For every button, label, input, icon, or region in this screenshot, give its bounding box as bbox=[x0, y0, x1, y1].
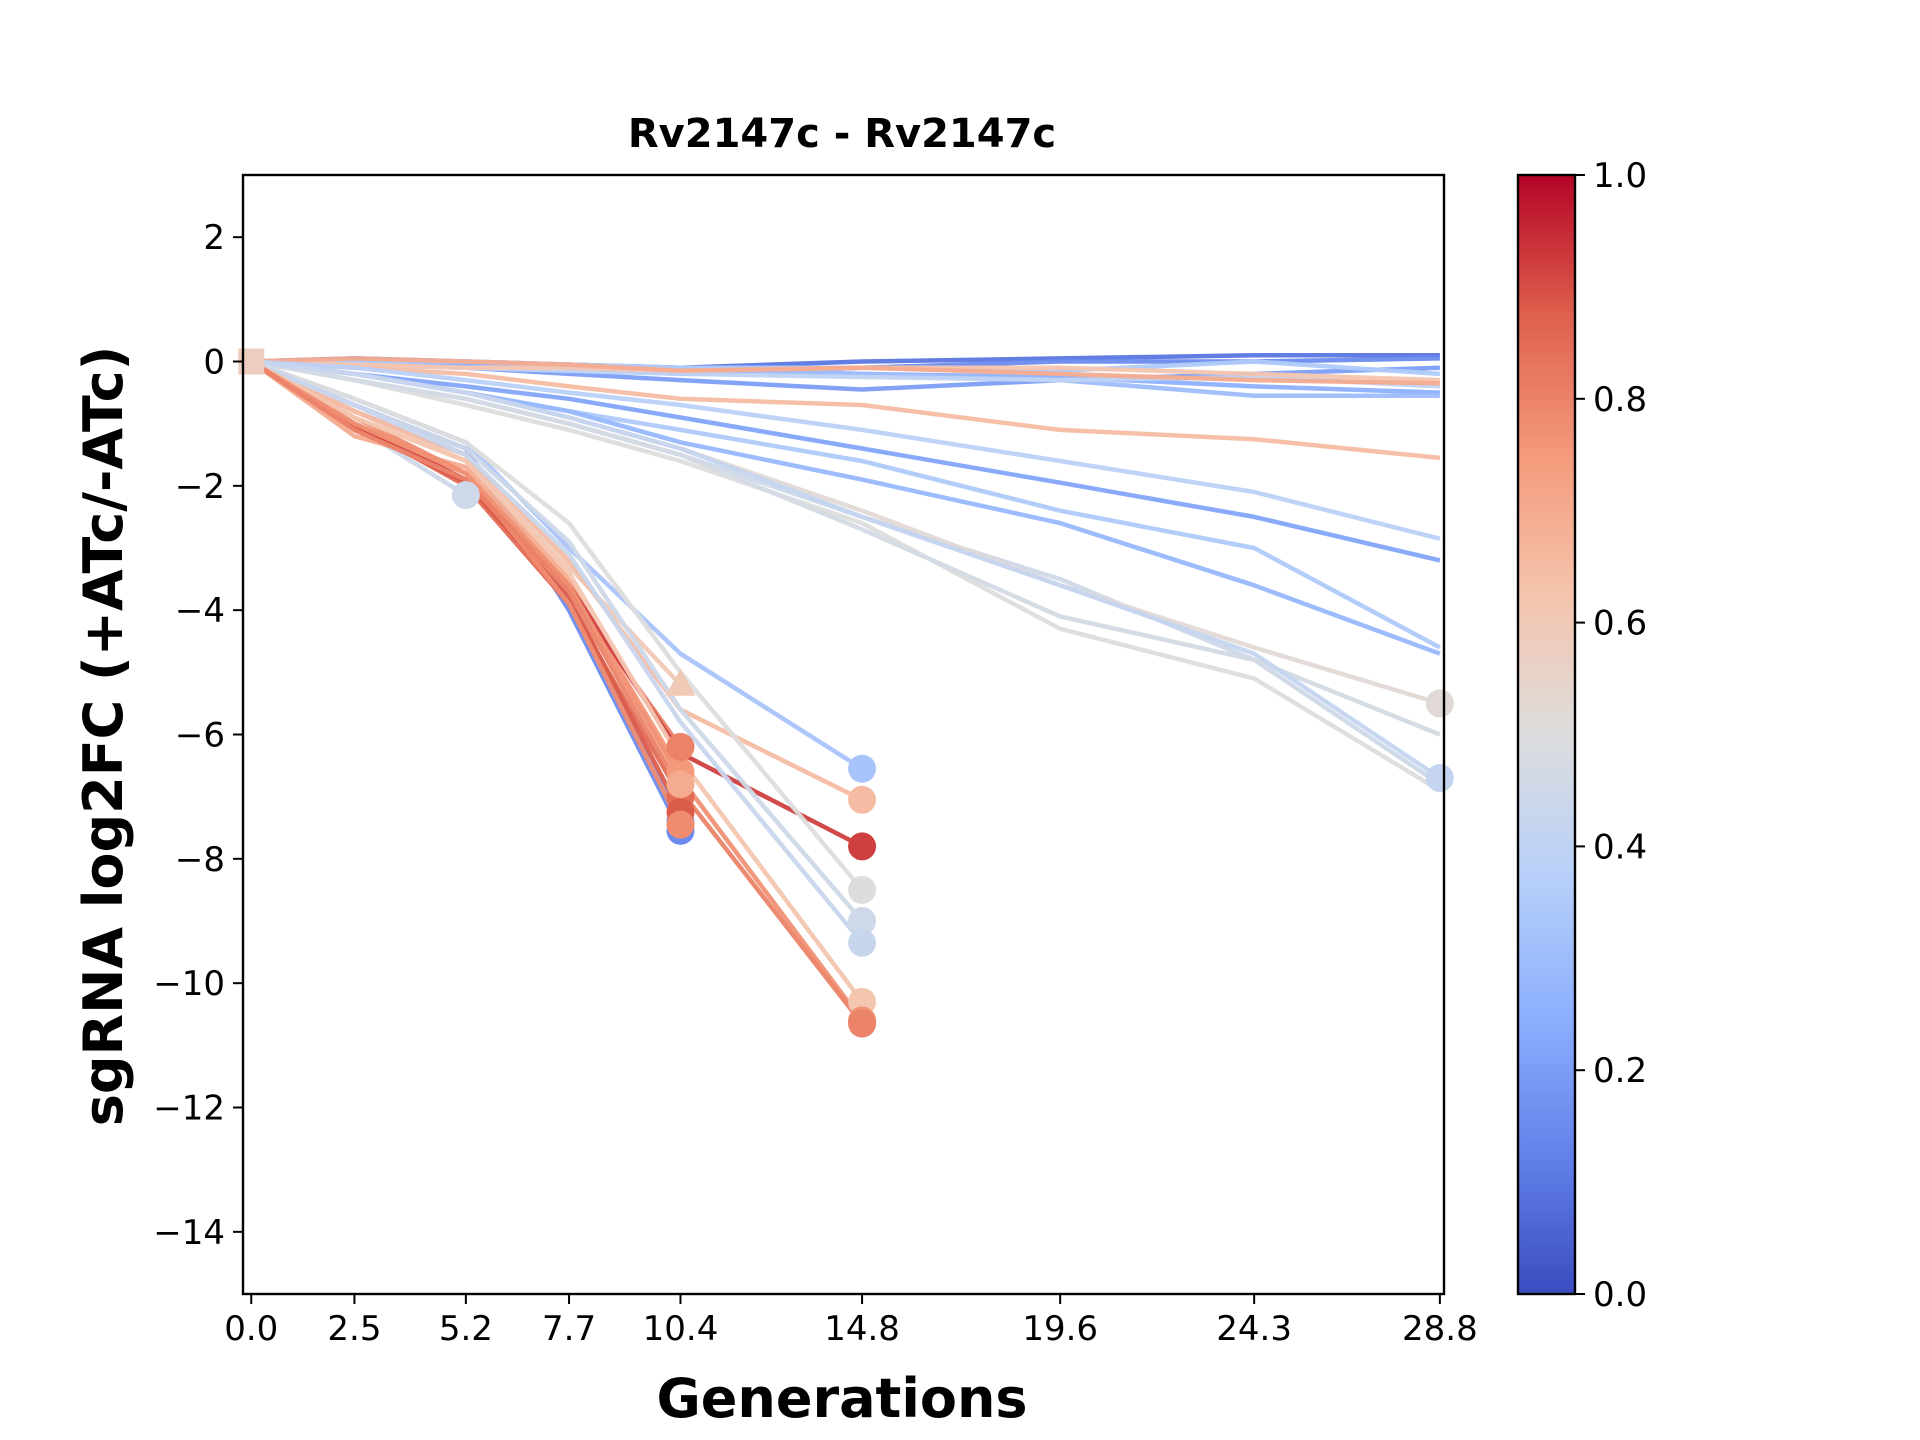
y-tick-label: −12 bbox=[153, 1089, 225, 1129]
series-end-marker-28 bbox=[665, 668, 696, 696]
marker-layer bbox=[238, 348, 1454, 1038]
x-tick-label: 14.8 bbox=[824, 1309, 900, 1349]
colorbar-tick-label: 1.0 bbox=[1593, 156, 1647, 196]
y-tick-label: −10 bbox=[153, 964, 225, 1004]
y-tick-label: −2 bbox=[175, 467, 225, 507]
series-line-36 bbox=[250, 359, 864, 1022]
colorbar-tick-label: 0.2 bbox=[1593, 1051, 1647, 1091]
y-tick-label: −8 bbox=[175, 840, 225, 880]
chart-title: Rv2147c - Rv2147c bbox=[628, 111, 1056, 157]
series-end-marker-16 bbox=[1425, 689, 1454, 718]
y-tick-label: 2 bbox=[203, 218, 225, 258]
x-tick-label: 5.2 bbox=[439, 1309, 493, 1349]
series-line-37 bbox=[250, 359, 864, 1025]
y-tick-label: −14 bbox=[153, 1213, 225, 1253]
colorbar bbox=[1516, 173, 1577, 1296]
series-line-17 bbox=[250, 359, 1441, 737]
series-line-35 bbox=[250, 359, 864, 1004]
series-line-16 bbox=[251, 359, 1441, 706]
x-tick-label: 7.7 bbox=[542, 1309, 596, 1349]
x-tick-label: 2.5 bbox=[327, 1309, 381, 1349]
x-axis: 0.0 2.5 5.2 7.7 10.4 14.8 19.6 24.3 28.8 bbox=[224, 1294, 1478, 1349]
y-tick-label: −4 bbox=[175, 591, 225, 631]
colorbar-tick-label: 0.6 bbox=[1593, 604, 1647, 644]
series-end-marker-23 bbox=[666, 732, 695, 761]
series-line-14 bbox=[250, 359, 1442, 787]
series-line-8 bbox=[251, 356, 1440, 386]
series-layer bbox=[249, 353, 1442, 1025]
series-end-marker-26 bbox=[666, 770, 695, 799]
x-tick-label: 19.6 bbox=[1022, 1309, 1098, 1349]
x-tick-label: 0.0 bbox=[224, 1309, 278, 1349]
y-tick-label: −6 bbox=[175, 716, 225, 756]
x-axis-title: Generations bbox=[656, 1367, 1027, 1430]
y-axis-title: sgRNA log2FC (+ATc/-ATc) bbox=[72, 346, 135, 1127]
series-line-12 bbox=[251, 359, 1441, 541]
series-end-marker-34 bbox=[848, 928, 877, 957]
y-tick-label: 0 bbox=[203, 343, 225, 383]
x-tick-label: 24.3 bbox=[1216, 1309, 1292, 1349]
colorbar-tick-label: 0.8 bbox=[1593, 380, 1647, 420]
plot-frame bbox=[241, 173, 1446, 1296]
colorbar-axis: 0.0 0.2 0.4 0.6 0.8 1.0 bbox=[1575, 156, 1647, 1315]
series-line-24 bbox=[250, 359, 683, 798]
series-end-marker-37 bbox=[848, 1009, 877, 1038]
x-tick-label: 10.4 bbox=[643, 1309, 719, 1349]
series-end-marker-27 bbox=[666, 810, 695, 839]
series-end-marker-29 bbox=[848, 832, 877, 861]
y-axis: 2 0 −2 −4 −6 −8 −10 −12 −14 bbox=[153, 218, 243, 1253]
x-tick-label: 28.8 bbox=[1402, 1309, 1478, 1349]
series-end-marker-33 bbox=[848, 907, 877, 935]
series-end-marker-30 bbox=[848, 754, 877, 783]
series-line-34 bbox=[250, 359, 864, 945]
series-end-marker-19 bbox=[451, 481, 480, 510]
series-line-32 bbox=[250, 359, 864, 892]
series-end-marker-18 bbox=[1425, 764, 1454, 793]
colorbar-tick-label: 0.0 bbox=[1593, 1275, 1647, 1315]
series-line-18 bbox=[251, 359, 1442, 780]
series-end-marker-32 bbox=[848, 875, 877, 904]
series-end-marker-31 bbox=[848, 785, 877, 814]
colorbar-tick-label: 0.4 bbox=[1593, 827, 1647, 867]
